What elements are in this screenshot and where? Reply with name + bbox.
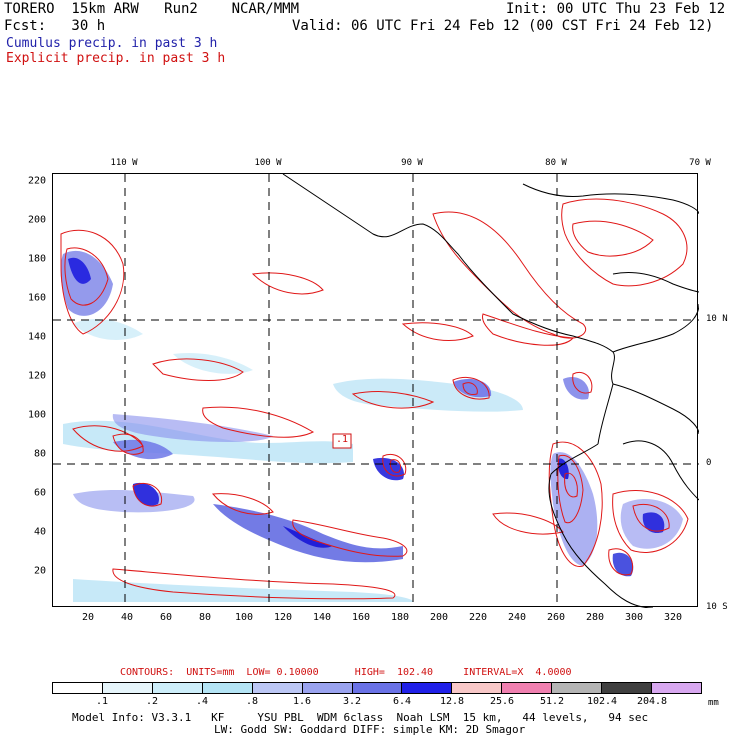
colorbar-swatch bbox=[402, 683, 453, 693]
lat-label-10n: 10 N bbox=[706, 314, 728, 324]
lon-label-70w: 70 W bbox=[689, 158, 711, 168]
colorbar-swatch bbox=[452, 683, 503, 693]
y-tick: 60 bbox=[33, 487, 46, 499]
colorbar-swatch bbox=[502, 683, 553, 693]
x-tick: 200 bbox=[429, 612, 449, 623]
y-tick: 100 bbox=[27, 409, 46, 421]
model-info-line1: Model Info: V3.3.1 KF YSU PBL WDM 6class… bbox=[72, 711, 649, 724]
x-tick: 280 bbox=[585, 612, 605, 623]
low-marker-box bbox=[332, 433, 352, 449]
y-tick: 140 bbox=[27, 331, 46, 343]
contour-info: CONTOURS: UNITS=mm LOW= 0.10000 HIGH= 10… bbox=[120, 667, 572, 678]
x-tick: 40 bbox=[120, 612, 134, 623]
low-marker-label: .1 bbox=[336, 434, 349, 445]
explicit-precip-contours bbox=[60, 198, 689, 600]
x-tick: 100 bbox=[234, 612, 254, 623]
colorbar-label: 51.2 bbox=[539, 696, 565, 707]
colorbar-label: 1.6 bbox=[292, 696, 312, 707]
lon-label-90w: 90 W bbox=[401, 158, 423, 168]
colorbar bbox=[52, 682, 702, 694]
colorbar-label: 12.8 bbox=[439, 696, 465, 707]
colorbar-swatch bbox=[302, 683, 353, 693]
model-info-line2: LW: Godd SW: Goddard DIFF: simple KM: 2D… bbox=[214, 723, 526, 736]
colorbar-swatch bbox=[602, 683, 653, 693]
legend-cumulus: Cumulus precip. in past 3 h bbox=[6, 36, 218, 51]
colorbar-swatch bbox=[102, 683, 153, 693]
colorbar-label: 102.4 bbox=[586, 696, 618, 707]
y-tick: 20 bbox=[33, 565, 46, 577]
latlon-grid bbox=[53, 174, 699, 608]
x-tick: 60 bbox=[159, 612, 173, 623]
x-tick: 220 bbox=[468, 612, 488, 623]
colorbar-swatch bbox=[552, 683, 603, 693]
y-tick: 120 bbox=[27, 370, 46, 382]
lat-label-eq: 0 bbox=[706, 458, 712, 468]
x-tick: 140 bbox=[312, 612, 332, 623]
colorbar-swatch bbox=[152, 683, 203, 693]
y-tick: 160 bbox=[27, 292, 46, 304]
y-tick: 180 bbox=[27, 253, 46, 265]
y-tick: 80 bbox=[33, 448, 46, 460]
lon-label-80w: 80 W bbox=[545, 158, 567, 168]
colorbar-label: 3.2 bbox=[342, 696, 362, 707]
colorbar-label: 6.4 bbox=[392, 696, 412, 707]
colorbar-unit: mm bbox=[708, 698, 719, 708]
colorbar-swatch bbox=[252, 683, 303, 693]
x-tick: 300 bbox=[624, 612, 644, 623]
colorbar-label: .8 bbox=[245, 696, 259, 707]
x-tick: 180 bbox=[390, 612, 410, 623]
y-tick: 40 bbox=[33, 526, 46, 538]
init-time: Init: 00 UTC Thu 23 Feb 12 bbox=[506, 1, 726, 17]
colorbar-swatch bbox=[53, 683, 103, 693]
colorbar-swatch bbox=[652, 683, 701, 693]
map-canvas bbox=[53, 174, 699, 608]
lat-label-10s: 10 S bbox=[706, 602, 728, 612]
colorbar-label: .1 bbox=[95, 696, 109, 707]
forecast-hour: Fcst: 30 h bbox=[4, 18, 106, 34]
y-tick: 200 bbox=[27, 214, 46, 226]
lon-label-110w: 110 W bbox=[110, 158, 138, 168]
x-tick: 240 bbox=[507, 612, 527, 623]
cumulus-precip-shading bbox=[60, 250, 683, 602]
colorbar-label: .2 bbox=[145, 696, 159, 707]
precip-map: .1 bbox=[52, 173, 699, 608]
x-tick: 80 bbox=[198, 612, 212, 623]
model-title: TORERO 15km ARW Run2 NCAR/MMM bbox=[4, 1, 300, 17]
colorbar-label: 25.6 bbox=[489, 696, 515, 707]
colorbar-label: .4 bbox=[195, 696, 209, 707]
x-tick: 20 bbox=[81, 612, 95, 623]
x-tick: 160 bbox=[351, 612, 371, 623]
colorbar-label: 204.8 bbox=[636, 696, 668, 707]
x-tick: 260 bbox=[546, 612, 566, 623]
x-tick: 320 bbox=[663, 612, 683, 623]
valid-time: Valid: 06 UTC Fri 24 Feb 12 (00 CST Fri … bbox=[292, 18, 714, 34]
legend-explicit: Explicit precip. in past 3 h bbox=[6, 51, 226, 66]
y-tick: 220 bbox=[27, 175, 46, 187]
lon-label-100w: 100 W bbox=[254, 158, 282, 168]
x-tick: 120 bbox=[273, 612, 293, 623]
colorbar-swatch bbox=[352, 683, 403, 693]
colorbar-swatch bbox=[202, 683, 253, 693]
